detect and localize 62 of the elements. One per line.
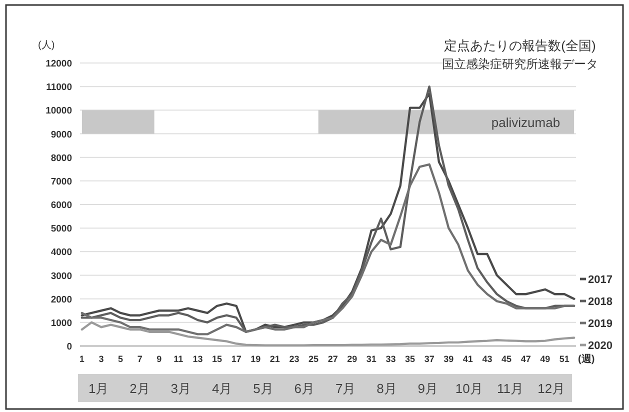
y-tick-label: 4000 [50, 247, 72, 258]
x-tick-label: 11 [174, 354, 184, 364]
y-tick-label: 6000 [50, 200, 72, 211]
y-tick-label: 2000 [50, 294, 72, 306]
text: 1月 [88, 381, 109, 396]
legend-label: 2018 [588, 296, 612, 308]
x-tick-label: 21 [270, 354, 280, 364]
x-tick-label: 3 [98, 354, 104, 364]
x-tick-label: 33 [386, 354, 396, 364]
y-tick-label: 1000 [50, 318, 72, 329]
x-tick-label: 25 [308, 354, 319, 364]
text: 12月 [538, 381, 566, 396]
x-tick-label: 51 [559, 354, 570, 364]
x-tick-label: 43 [482, 354, 492, 364]
x-tick-label: 27 [328, 354, 338, 364]
x-tick-label: 17 [231, 354, 242, 364]
y-tick-label: 8000 [50, 152, 72, 164]
y-axis-title: (人) [38, 40, 55, 51]
chart-subtitle: 国立感染症研究所速報データ [442, 57, 598, 71]
y-tick-label: 10000 [46, 106, 72, 117]
text: 2月 [130, 381, 150, 396]
legend-label: 2017 [588, 274, 612, 286]
x-axis-title: (週) [578, 353, 595, 365]
x-tick-label: 9 [156, 354, 162, 364]
y-tick-label: 3000 [50, 270, 72, 282]
y-tick-label: 12000 [46, 58, 72, 70]
x-tick-label: 47 [520, 354, 531, 364]
band-label: palivizumab [491, 114, 560, 130]
x-tick-label: 39 [444, 354, 454, 364]
text: 7月 [335, 381, 356, 396]
x-tick-label: 7 [137, 354, 142, 364]
chart-title: 定点あたりの報告数(全国) [444, 38, 596, 53]
y-tick-label: 5000 [50, 224, 72, 235]
text: 8月 [376, 381, 397, 396]
x-tick-label: 41 [462, 354, 473, 364]
x-tick-label: 19 [250, 354, 261, 364]
text: 10月 [455, 381, 483, 396]
text: 4月 [212, 381, 232, 396]
x-tick-label: 5 [118, 354, 124, 364]
x-tick-label: 31 [366, 354, 376, 364]
line-series [80, 321, 576, 346]
y-tick-label: 0 [66, 342, 72, 352]
x-tick-label: 15 [212, 354, 222, 364]
x-tick-label: 37 [424, 354, 434, 364]
text: 9月 [418, 381, 438, 396]
x-tick-label: 45 [502, 354, 512, 364]
line-series [80, 163, 576, 336]
text: 5月 [253, 381, 274, 396]
x-tick-label: 1 [79, 354, 84, 364]
text: 3月 [170, 381, 192, 396]
y-tick-label: 7000 [50, 176, 72, 188]
x-tick-label: 49 [540, 354, 550, 364]
legend-label: 2020 [588, 340, 612, 352]
y-tick-label: 9000 [50, 129, 72, 140]
legend-label: 2019 [588, 318, 612, 330]
x-tick-label: 13 [192, 354, 203, 364]
text: 6月 [294, 381, 315, 396]
x-tick-label: 35 [405, 354, 416, 364]
x-tick-label: 29 [347, 354, 358, 364]
text: 11月 [497, 381, 524, 396]
y-tick-label: 11000 [46, 82, 72, 94]
x-tick-label: 23 [289, 354, 300, 364]
